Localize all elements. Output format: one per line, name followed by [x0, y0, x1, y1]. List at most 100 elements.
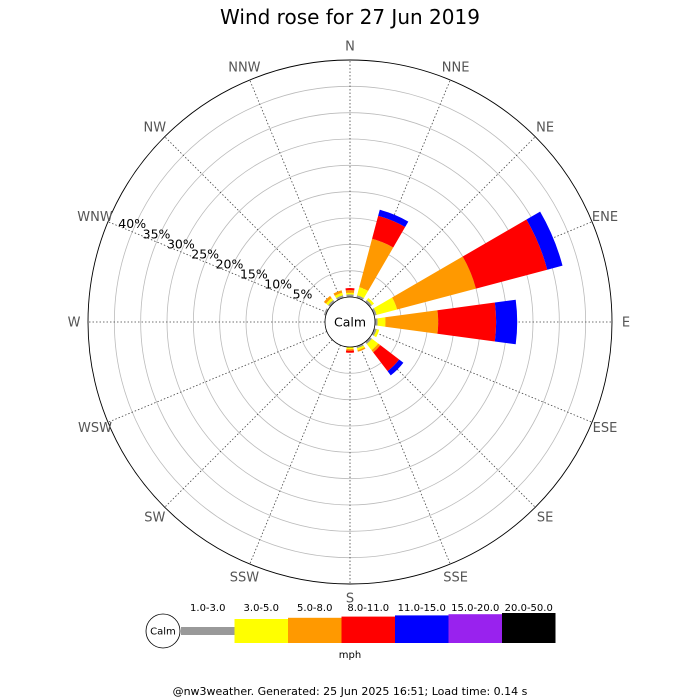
legend-swatch-4 — [395, 615, 449, 643]
bar-sse-bin-2 — [357, 347, 366, 352]
legend-calm-circle — [145, 613, 181, 649]
bar-nnw-bin-2 — [333, 290, 343, 296]
bar-sse-bin-1 — [356, 345, 365, 351]
bar-ne-bin-0 — [365, 300, 372, 307]
bar-se-bin-2 — [371, 343, 381, 353]
wind-rose-bars — [323, 209, 563, 376]
bar-nne-bin-1 — [357, 287, 369, 299]
radial-tick-labels: 5%10%15%20%25%30%35%40% — [118, 216, 312, 302]
radial-tick-label: 30% — [167, 236, 195, 251]
direction-label-ne: NE — [536, 120, 554, 135]
bar-n-bin-1 — [346, 292, 354, 295]
direction-label-wnw: WNW — [77, 210, 113, 225]
bar-s-bin-3 — [345, 350, 355, 353]
bar-s-bin-2 — [346, 348, 354, 351]
direction-label-w: W — [68, 316, 81, 331]
direction-label-e: E — [622, 316, 630, 331]
direction-label-ssw: SSW — [230, 570, 260, 585]
bar-nne-bin-2 — [359, 238, 394, 291]
direction-label-nnw: NNW — [228, 61, 260, 76]
bar-ne-bin-1 — [366, 297, 375, 306]
bar-ene-bin-2 — [392, 256, 476, 310]
legend-swatch-2 — [288, 617, 342, 643]
legend-range-label: 8.0-11.0 — [347, 603, 389, 614]
direction-labels: N NNE NE ENE E ESE SE SSE S SSW SW WSW W WNW NW NNW — [68, 40, 631, 607]
bar-nne-bin-3 — [372, 215, 406, 248]
bar-se-bin-0 — [365, 337, 372, 344]
bar-ene-bin-3 — [462, 219, 548, 289]
bar-n-bin-3 — [345, 288, 355, 291]
direction-label-sw: SW — [144, 511, 165, 526]
footer-text: @nw3weather. Generated: 25 Jun 2025 16:5… — [173, 685, 528, 698]
bar-ene-bin-0 — [371, 308, 377, 316]
legend-calm-label: Calm — [150, 627, 176, 638]
radial-tick-label: 40% — [118, 216, 146, 231]
legend-range-label: 11.0-15.0 — [398, 603, 446, 614]
bar-n-bin-0 — [346, 294, 354, 298]
bar-sse-bin-0 — [356, 343, 364, 349]
spoke-ne — [367, 136, 536, 305]
calm-circle — [324, 296, 376, 348]
legend-swatch-6 — [502, 613, 556, 643]
bar-ene-bin-1 — [373, 297, 398, 315]
calm-center: Calm — [324, 296, 376, 348]
radial-tick-label: 35% — [143, 226, 171, 241]
radial-tick-label: 10% — [264, 277, 292, 292]
grid-ring — [140, 112, 560, 532]
legend-range-label: 3.0-5.0 — [244, 603, 279, 614]
calm-label: Calm — [334, 315, 366, 330]
radial-tick-label: 15% — [240, 267, 268, 282]
bar-se-bin-1 — [366, 338, 379, 351]
spoke-ese — [372, 331, 593, 423]
bar-e-bin-1 — [377, 317, 386, 327]
spoke-wsw — [107, 331, 328, 423]
legend-swatch-1 — [234, 619, 288, 643]
bar-e-bin-3 — [437, 302, 497, 342]
legend-swatch-3 — [341, 616, 395, 643]
legend-range-label: 15.0-20.0 — [451, 603, 499, 614]
legend-range-label: 5.0-8.0 — [297, 603, 332, 614]
chart-title: Wind rose for 27 Jun 2019 — [220, 5, 480, 29]
direction-label-ene: ENE — [592, 210, 618, 225]
bar-ese-bin-1 — [373, 329, 380, 338]
spoke-nw — [164, 136, 333, 305]
legend-swatch-5 — [448, 614, 502, 643]
bar-nw-bin-0 — [328, 300, 335, 307]
spoke-ssw — [249, 344, 341, 565]
radial-tick-label: 25% — [191, 246, 219, 261]
direction-label-nne: NNE — [442, 61, 470, 76]
spoke-sw — [164, 339, 333, 508]
legend-unit-label: mph — [339, 650, 361, 661]
spoke-wnw — [107, 221, 328, 313]
legend-swatch-0 — [181, 627, 235, 635]
outer-ring — [87, 59, 613, 585]
radial-tick-label: 5% — [293, 287, 313, 302]
bar-e-bin-0 — [374, 318, 378, 326]
direction-label-ese: ESE — [593, 421, 618, 436]
direction-label-nw: NW — [144, 120, 167, 135]
bar-e-bin-2 — [385, 310, 439, 334]
bar-wnw-bin-0 — [323, 308, 329, 316]
direction-label-sse: SSE — [443, 570, 468, 585]
spoke-nnw — [249, 79, 341, 300]
bar-n-bin-2 — [345, 290, 355, 294]
bar-nnw-bin-1 — [334, 292, 343, 299]
direction-label-wsw: WSW — [78, 421, 112, 436]
bar-nne-bin-4 — [378, 209, 409, 228]
radial-tick-label: 20% — [216, 257, 244, 272]
legend-range-label: 1.0-3.0 — [190, 603, 225, 614]
direction-label-s: S — [346, 592, 354, 607]
speed-legend: 1.0-3.0 3.0-5.0 5.0-8.0 8.0-11.0 11.0-15.0 15… — [145, 603, 556, 661]
bar-e-bin-4 — [494, 299, 518, 345]
legend-range-label: 20.0-50.0 — [505, 603, 553, 614]
bar-nnw-bin-0 — [336, 295, 344, 301]
bar-s-bin-1 — [346, 346, 354, 350]
bar-nw-bin-1 — [325, 297, 334, 306]
direction-label-n: N — [345, 40, 355, 55]
bar-se-bin-3 — [373, 345, 400, 372]
spoke-sse — [359, 344, 451, 565]
bar-ene-bin-4 — [526, 211, 563, 270]
bar-se-bin-4 — [387, 359, 404, 376]
bar-ese-bin-0 — [371, 328, 377, 336]
